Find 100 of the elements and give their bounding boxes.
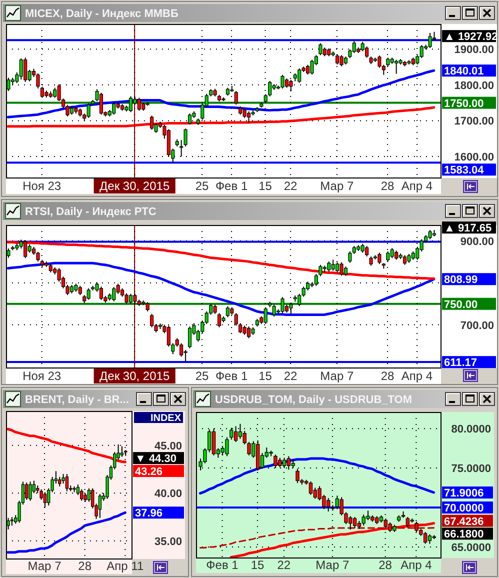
y-tick-label: 900.00 [460,236,494,248]
candlestick [352,40,356,54]
x-tick-label: 28 [378,558,392,572]
candlestick [272,304,276,317]
candlestick [128,293,133,304]
line-series [6,428,126,464]
line-series [230,522,436,558]
data-label: 67.4236 [444,516,484,528]
x-tick-label: 28 [380,369,395,383]
x-tick-label: 15 [258,179,272,193]
x-tick-label: Фев 1 [215,369,248,383]
line-series [6,69,436,118]
candlestick [180,342,184,358]
line-series [6,240,436,280]
data-label: 37.96 [135,508,163,520]
y-tick-label: 75.0000 [451,463,491,476]
candlestick [28,481,32,502]
candlestick [335,495,340,510]
candlestick [390,248,394,259]
x-tick-label: Ноя 23 [22,179,62,193]
x-tick-label: Апр 4 [401,179,433,193]
data-label: 71.9006 [444,487,484,500]
candlestick [352,516,357,529]
candlestick [112,286,116,302]
y-tick-label: 1800.00 [454,80,494,92]
x-tick-label: Мар 7 [28,559,62,573]
candlestick [242,430,246,445]
candlestick [62,474,65,484]
candlestick [86,288,90,300]
x-tick-label: 15 [258,369,272,383]
y-tick-label: 1900.00 [454,44,494,56]
y-tick-label: 80.0000 [451,424,491,436]
x-tick-label: 22 [284,369,298,383]
y-tick-label: 1700.00 [454,116,494,128]
x-tick-label: 22 [284,179,298,193]
candlestick [280,74,284,89]
x-tick-label: Апр 11 [106,559,144,573]
x-tick-label: Ноя 23 [22,369,62,383]
candlestick [308,480,313,496]
x-tick-label: Дек 30, 2015 [100,369,170,383]
candlestick [213,304,217,314]
x-tick-label: 22 [277,558,291,572]
candlestick [331,259,335,272]
candlestick [78,285,82,296]
candlestick [242,108,246,118]
data-label: 43.26 [135,466,163,478]
y-axis-title: INDEX [150,413,182,424]
x-tick-label: 28 [380,179,395,193]
x-tick-label: Дек 30, 2015 [100,179,170,193]
candlestick [310,59,314,75]
candlestick [378,252,382,264]
x-tick-label: Апр 4 [400,558,432,572]
y-tick-label: 35.00 [154,536,182,548]
x-tick-label: Апр 4 [401,369,433,383]
y-tick-label: 40.00 [154,488,182,500]
chart-title: BRENT, Daily - BR... [25,394,129,406]
candlestick [318,264,322,277]
candlestick [264,306,268,324]
candlestick [327,260,331,272]
text: ▼ 44.30 [135,453,176,466]
candlestick [428,230,432,240]
candlestick [280,296,284,314]
x-tick-label: Мар 7 [320,369,354,383]
candlestick [394,59,398,74]
candlestick [348,250,352,264]
candlestick [246,326,251,339]
x-tick-label: 15 [250,558,264,572]
candlestick [369,256,373,266]
ref-line-label: 750.00 [444,298,478,311]
candlestick [124,292,128,304]
candlestick [86,103,90,118]
y-tick-label: 45.00 [154,440,182,452]
data-label: 808.99 [444,274,478,286]
x-tick-label: Фев 1 [206,558,239,572]
candlestick [365,46,369,58]
candlestick [99,92,103,116]
candlestick [99,286,103,301]
x-tick-label: Мар 7 [316,558,350,572]
ref-line-label: 611.17 [444,357,478,370]
x-tick-label: Фев 1 [215,179,248,193]
text: 66.1800 [444,528,484,541]
ref-line-label: 1583.04 [444,164,485,177]
data-label: 1840.01 [444,66,484,78]
y-tick-label: 700.00 [460,320,494,332]
candlestick [394,250,398,260]
candlestick [306,64,310,75]
text: ▲ 917.65 [444,222,492,235]
line-series [6,262,436,316]
candlestick [268,80,272,97]
candlestick [428,534,432,544]
candlestick [137,97,141,112]
candlestick [365,245,369,257]
candlestick [53,87,57,98]
y-tick-label: 65.0000 [451,542,491,554]
ref-line-label: 1750.00 [444,98,484,110]
candlestick [340,54,344,67]
candlestick [150,313,154,328]
x-tick-label: 25 [195,369,210,383]
x-tick-label: 25 [195,179,210,193]
candlestick [24,57,28,83]
